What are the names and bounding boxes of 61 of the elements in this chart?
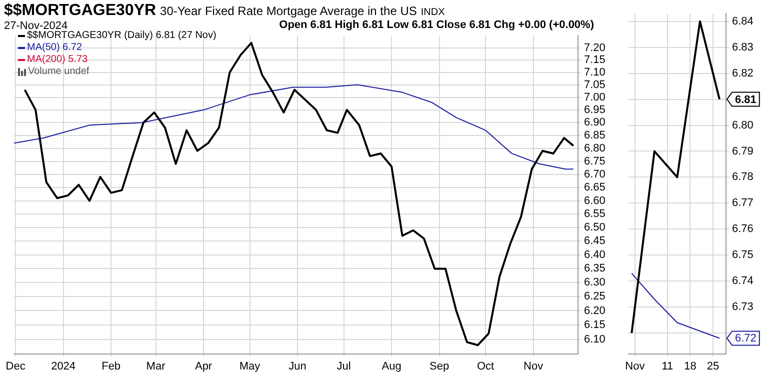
y-tick-label: 6.74 [732,275,754,288]
y-tick-label: 6.50 [584,222,606,234]
y-tick-label: 7.20 [584,42,606,54]
y-tick-label: 6.80 [732,119,754,132]
chart-subtitle: 30-Year Fixed Rate Mortgage Average in the US [160,4,417,18]
x-tick-label: Dec [6,360,26,372]
y-tick-label: 6.40 [584,248,606,261]
text: INDX [420,7,445,18]
y-tick-label: 7.15 [584,54,606,66]
y-tick-label: 6.85 [584,129,606,142]
data-label: 6.81 [735,94,756,106]
data-label: 6.72 [735,332,756,345]
y-tick-label: 6.84 [732,15,754,28]
y-tick-label: 6.82 [732,67,754,80]
y-tick-label: 6.30 [584,276,606,289]
y-tick-label: 6.77 [732,197,754,210]
x-tick-label: Nov [524,360,544,372]
x-tick-label: May [239,360,261,372]
y-tick-label: 6.25 [584,290,606,303]
y-tick-label: 7.05 [584,78,606,91]
x-tick-label: Apr [194,360,212,372]
y-tick-label: 6.70 [584,168,606,180]
x-tick-label: Jun [288,360,306,372]
y-tick-label: 6.75 [732,249,754,262]
y-tick-label: 7.00 [584,91,606,104]
y-tick-label: 6.78 [732,171,754,184]
y-tick-label: 6.95 [584,104,606,116]
y-tick-label: 6.75 [584,155,606,168]
x-tick-label: Mar [146,360,166,372]
annotation: Volume undef [28,66,90,78]
x-tick-label: Oct [476,360,494,372]
legend-label: $$MORTGAGE30YR (Daily) 6.81 (27 Nov) [27,30,216,42]
x-tick-label: Feb [102,360,121,372]
y-tick-label: 6.45 [584,235,606,248]
y-tick-label: 6.55 [584,208,606,220]
x-tick-label: 11 [662,360,674,372]
y-tick-label: 6.10 [584,333,606,346]
y-tick-label: 6.65 [584,182,606,194]
x-tick-label: 25 [706,360,720,372]
x-tick-label: Aug [382,360,402,372]
y-tick-label: 6.80 [584,142,606,154]
y-tick-label: 6.20 [584,304,606,317]
x-tick-label: 2024 [51,360,76,372]
y-tick-label: 6.15 [584,319,606,331]
text: 27-Nov-2024 [4,20,68,32]
x-tick-label: Jul [336,360,351,372]
y-tick-label: 7.10 [584,66,606,78]
y-tick-label: 6.79 [732,145,754,158]
chart-title: $$MORTGAGE30YR [4,2,156,19]
y-tick-label: 6.73 [732,301,754,314]
y-tick-label: 6.35 [584,262,606,275]
y-tick-label: 6.83 [732,41,754,54]
x-tick-label: Nov [625,360,646,372]
y-tick-label: 6.60 [584,194,606,207]
x-tick-label: Sep [430,360,450,372]
y-tick-label: 6.76 [732,223,754,236]
x-tick-label: 18 [684,360,696,372]
legend-label: MA(50) 6.72 [27,42,82,54]
text: Open 6.81 High 6.81 Low 6.81 Close 6.81 Chg +0.00 (+0.00%) [279,19,594,31]
y-tick-label: 6.90 [584,116,606,129]
annotation: MA(200) 5.73 [27,54,88,66]
